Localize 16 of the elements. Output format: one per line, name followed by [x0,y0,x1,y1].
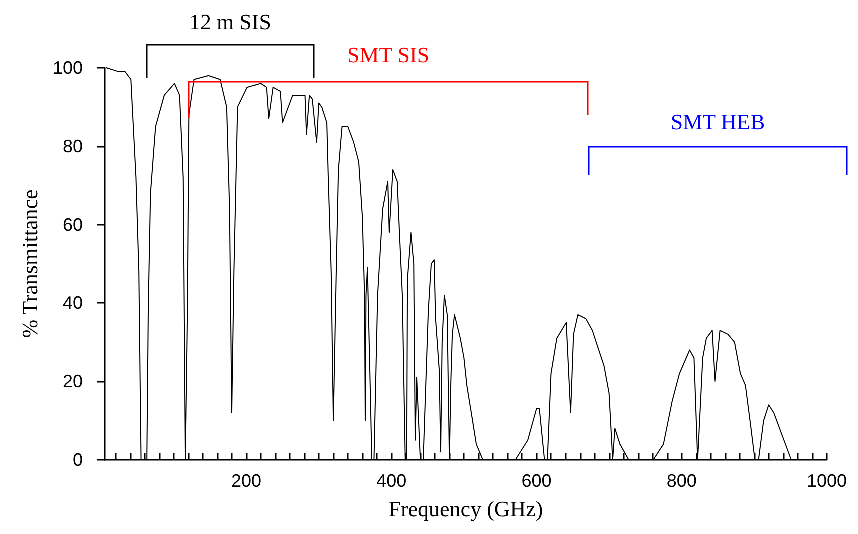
y-tick-label: 80 [62,136,83,156]
y-axis-title: % Transmittance [18,190,42,338]
x-tick-label: 600 [522,471,552,491]
y-tick-label: 40 [62,293,83,314]
y-tick-label: 0 [72,450,83,470]
x-tick-label: 200 [231,471,262,491]
y-tick-label: 100 [52,58,83,78]
x-tick-label: 1000 [806,471,847,491]
x-axis-title: Frequency (GHz) [388,496,544,522]
text: 12 m SIS [190,10,272,34]
x-tick-label: 800 [666,471,697,491]
y-tick-label: 20 [62,372,83,392]
text: SMT SIS [347,42,430,68]
annotation: SMT HEB [670,110,766,134]
y-tick-label: 60 [62,214,83,235]
x-tick-label: 400 [376,471,407,491]
